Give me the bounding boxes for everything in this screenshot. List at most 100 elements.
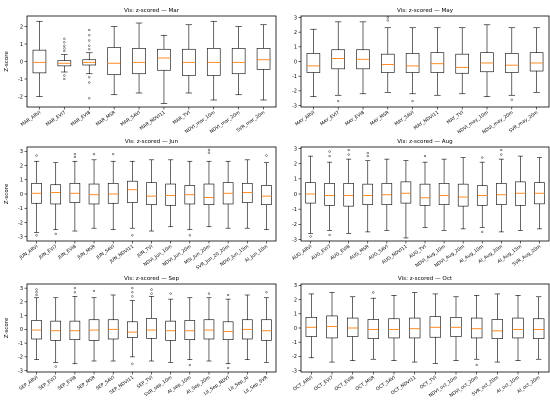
flier-point	[112, 153, 115, 156]
x-tick-label: SEP_ARVI	[18, 375, 39, 392]
flier-point	[35, 291, 38, 294]
y-tick-label: 0	[20, 59, 23, 65]
flier-point	[92, 289, 96, 292]
y-axis-label: Z-score	[4, 51, 10, 72]
x-tick-label: AUG_EVI7	[310, 244, 332, 262]
flier-point	[54, 232, 57, 235]
y-tick-label: 1	[20, 178, 23, 184]
y-tick-label: -2	[18, 355, 23, 361]
y-tick-label: 2	[294, 30, 297, 36]
flier-point	[411, 100, 414, 103]
box-iqr	[430, 52, 445, 73]
y-tick-label: -1	[18, 77, 23, 83]
flier-point	[347, 153, 350, 156]
y-tick-label: -2	[18, 94, 23, 100]
x-tick-label: OCT_ARVI	[292, 375, 314, 393]
y-tick-label: -2	[18, 220, 23, 226]
flier-point	[328, 154, 331, 158]
x-tick-label: MAR_NDVI11	[139, 110, 167, 132]
flier-point	[366, 154, 369, 158]
box-10	[512, 295, 524, 361]
box-iqr	[146, 182, 157, 205]
y-axis-label: Z-score	[4, 183, 10, 204]
y-tick-label: 0	[20, 327, 23, 333]
box-iqr	[222, 321, 234, 340]
box-iqr	[127, 180, 138, 203]
box-iqr	[400, 181, 412, 204]
flier-point	[309, 235, 312, 238]
chart-panel-0: Vis: z-scored — Mar -2 -1 0 1 2 Z-score MAR_ARV…	[4, 8, 277, 135]
flier-point	[88, 81, 91, 84]
flier-point	[500, 148, 503, 152]
x-tick-label: AUG_ARVI	[291, 244, 313, 262]
flier-point	[347, 148, 350, 152]
flier-point	[63, 74, 66, 77]
box-10	[496, 148, 507, 233]
flier-point	[73, 291, 76, 294]
plot-frame	[26, 146, 277, 242]
box-iqr	[324, 183, 335, 206]
plot-frame	[300, 146, 550, 242]
box-9	[203, 292, 215, 362]
y-tick-label: 3	[294, 283, 297, 289]
y-tick-label: -1	[18, 341, 23, 347]
box-5	[400, 160, 412, 239]
box-1	[326, 292, 338, 363]
flier-point	[131, 362, 134, 365]
x-tick-label: SEP_MSR	[76, 374, 97, 391]
box-iqr	[184, 320, 196, 340]
flier-point	[73, 287, 76, 290]
y-tick-label: 3	[20, 286, 23, 292]
box-8	[231, 26, 246, 96]
x-tick-label: JUN_MSR	[76, 243, 98, 261]
box-iqr	[50, 184, 62, 205]
flier-point	[131, 287, 134, 290]
box-11	[515, 155, 526, 231]
box-3	[88, 153, 100, 229]
box-8	[184, 297, 196, 367]
x-tick-label: SEP_EVI7	[38, 375, 59, 392]
box-iqr	[457, 183, 469, 207]
flier-point	[188, 234, 191, 237]
box-iqr	[455, 53, 469, 74]
flier-point	[88, 34, 91, 37]
box-iqr	[261, 319, 272, 341]
box-iqr	[88, 183, 100, 205]
y-tick-label: 1	[294, 45, 297, 51]
flier-point	[150, 288, 153, 291]
flier-point	[265, 154, 268, 157]
flier-point	[169, 292, 172, 295]
box-5	[127, 287, 138, 365]
box-iqr	[203, 319, 215, 340]
flier-point	[386, 19, 389, 22]
y-tick-label: 2	[294, 297, 297, 303]
x-tick-label: OCT_TVI	[419, 375, 438, 391]
box-iqr	[331, 49, 345, 70]
chart-panel-2: Vis: z-scored — Jun -3 -2 -1 0 1 2 3 Z-score JUN_…	[4, 139, 277, 271]
flier-point	[63, 41, 66, 44]
box-4	[107, 153, 119, 230]
x-tick-label: MAR_TVI	[172, 110, 192, 126]
y-tick-label: 1	[294, 312, 297, 318]
flier-point	[73, 155, 76, 159]
flier-point	[88, 39, 91, 42]
flier-point	[500, 153, 503, 156]
box-iqr	[362, 183, 374, 205]
chart-panel-3: Vis: z-scored — Aug-3-2-10123AUG_ARVIAUG…	[291, 139, 550, 269]
box-0	[305, 155, 316, 238]
box-iqr	[346, 317, 359, 337]
y-tick-label: 0	[294, 326, 297, 332]
box-1	[50, 297, 62, 368]
flier-point	[150, 292, 153, 295]
x-tick-label: MAR_EVI7	[45, 110, 67, 128]
flier-point	[131, 234, 134, 237]
y-tick-label: -3	[292, 368, 297, 374]
flier-point	[92, 153, 96, 156]
box-iqr	[381, 183, 393, 205]
flier-point	[88, 97, 91, 100]
x-tick-label: MAY_MSR	[369, 109, 391, 127]
box-6	[146, 159, 157, 232]
box-4	[388, 295, 400, 361]
y-tick-label: 1	[20, 42, 23, 48]
flier-point	[328, 150, 331, 153]
